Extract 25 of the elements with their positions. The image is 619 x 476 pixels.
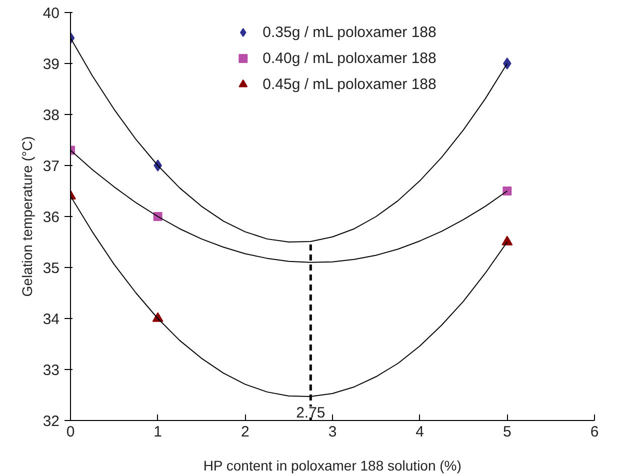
x-tick-label: 5 [502, 424, 512, 440]
y-tick-label: 35 [42, 260, 60, 277]
y-tick-label: 38 [42, 107, 60, 124]
x-tick-label: 2 [240, 424, 250, 440]
point [502, 186, 512, 196]
y-tick-label: 40 [42, 5, 60, 22]
x-tick-label: 0 [66, 424, 75, 440]
x-tick-label: 6 [590, 424, 599, 440]
annotation: 2.75 [296, 404, 326, 422]
legend-label: 0.40g / mL poloxamer 188 [262, 50, 436, 66]
legend-label: 0.45g / mL poloxamer 188 [262, 76, 436, 92]
y-tick-label: 37 [42, 158, 60, 175]
y-tick-label: 34 [42, 311, 60, 328]
y-tick-label: 32 [42, 413, 60, 430]
x-tick-label: 4 [416, 424, 424, 440]
x-axis-title: HP content in poloxamer 188 solution (%) [203, 458, 462, 474]
point [502, 236, 513, 246]
point [503, 58, 512, 70]
y-tick-label: 39 [42, 56, 60, 73]
x-tick-label: 3 [328, 424, 337, 440]
y-axis-title: Gelation temperature (°C) [18, 136, 35, 297]
y-tick-label: 36 [42, 209, 60, 226]
legend-label: 0.35g / mL poloxamer 188 [262, 24, 436, 40]
y-tick-label: 33 [42, 362, 60, 379]
x-tick-label: 1 [154, 424, 162, 440]
